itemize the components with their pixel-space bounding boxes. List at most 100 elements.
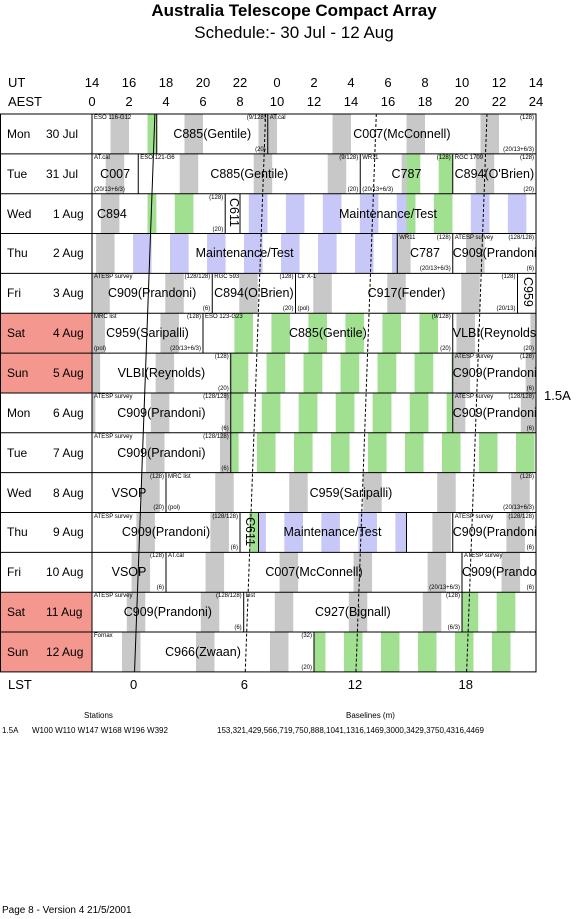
schedule-block[interactable]: C885(Gentile) (9/128) (20): [157, 114, 268, 154]
day-date: 31 Jul: [46, 166, 79, 181]
ut-tick: 10: [454, 75, 470, 90]
lst-tick: 18: [458, 677, 473, 692]
band-stripe: [479, 432, 498, 473]
block-sub-right: (20): [440, 346, 451, 353]
block-sub-right: (20/13+6/3): [419, 266, 451, 273]
block-config-tag: (128): [519, 154, 534, 161]
block-sub-right: (6): [526, 385, 534, 392]
band-stripe: [433, 193, 453, 234]
schedule-block[interactable]: Maintenance/Test: [240, 194, 536, 234]
shade-stripe: [150, 392, 170, 433]
band-stripe: [303, 353, 323, 393]
page-footer: Page 8 - Version 4 21/5/2001: [2, 905, 132, 916]
schedule-block[interactable]: C917(Fender) Cir X-1 (128) (pol) (20/13): [296, 273, 518, 313]
schedule-block[interactable]: C927(Bignall) List (128) (6/3): [244, 592, 462, 632]
shade-stripe: [348, 592, 368, 633]
schedule-block[interactable]: C885(Gentile) ESO 123-G23 (9/128) (20): [203, 313, 453, 353]
band-stripe: [284, 512, 303, 553]
day-name: Sat: [7, 605, 26, 620]
schedule-block[interactable]: C909(Prandoni) ATESP survey (128/128) (6): [92, 273, 212, 313]
schedule-block[interactable]: Maintenance/Test: [259, 513, 407, 553]
block-code: VLBI(Reynolds): [117, 366, 206, 381]
schedule-block[interactable]: VLBI(Reynolds) (20): [453, 313, 536, 353]
schedule-block[interactable]: C909(Prandoni) ATESP survey (128/128) (6): [92, 433, 231, 473]
schedule-block[interactable]: VSOP (128) (20): [92, 473, 166, 513]
schedule-block[interactable]: C909(Prandoni) ATESP survey (128/128) (6): [453, 393, 536, 433]
schedule-block[interactable]: C909(Prandoni) ATESP survey (128/128) (6): [92, 592, 244, 632]
schedule-block[interactable]: C885(Gentile) ESO 121-G6 (9/128) (20): [138, 154, 360, 194]
block-sub-right: (20): [347, 186, 359, 193]
stations-config: 1.5A: [2, 726, 19, 735]
block-config-tag: (128/128): [203, 433, 229, 440]
block-sub-right: (20/13+6/3): [503, 505, 534, 512]
block-source: WR11: [362, 154, 379, 161]
block-sub-right: (20/13): [496, 306, 516, 313]
schedule-block[interactable]: C909(Prandoni) ATESP survey (6): [462, 552, 536, 592]
day-name: Fri: [7, 565, 21, 580]
block-source: ATESP survey: [94, 513, 133, 520]
day-date: 2 Aug: [53, 246, 84, 261]
schedule-block[interactable]: C894 (128) (20): [92, 194, 225, 234]
schedule-block[interactable]: [231, 393, 453, 433]
schedule-block[interactable]: C007 AT.cal (20/13+6/3): [92, 154, 138, 194]
block-source: ATESP survey: [454, 393, 494, 400]
block-config-tag: (9/128): [246, 115, 266, 121]
schedule-block[interactable]: C909(Prandoni) ATESP survey (128) (6): [453, 353, 536, 393]
schedule-block[interactable]: C966(Zwaan) Fornax (32) (20): [92, 632, 314, 672]
schedule-block[interactable]: C959: [518, 273, 537, 313]
schedule-block[interactable]: [231, 353, 453, 393]
schedule-block[interactable]: [314, 632, 536, 672]
schedule-block[interactable]: Maintenance/Test: [92, 234, 397, 274]
shade-stripe: [332, 114, 351, 154]
schedule-block[interactable]: C909(Prandoni) ATESP survey (128/128) (6): [92, 393, 231, 433]
shade-stripe: [269, 632, 289, 672]
schedule-block[interactable]: ESO 116-G12: [92, 114, 157, 154]
schedule-block[interactable]: C007(McConnell) AT.cal (128) (20/13+6/3): [268, 114, 536, 154]
schedule-block[interactable]: C909(Prandoni) ATESP survey (128/128) (6): [453, 513, 536, 553]
block-code: C909(Prandoni): [108, 286, 197, 301]
ut-tick: 22: [232, 75, 248, 90]
day-date: 6 Aug: [53, 405, 84, 420]
band-stripe: [244, 233, 263, 274]
block-source: Fornax: [94, 633, 113, 640]
schedule-block[interactable]: C894(O'Brien) RGC 593 (128) (20): [212, 273, 295, 313]
band-stripe: [405, 432, 424, 473]
block-source: WR11: [399, 234, 416, 241]
ut-tick: 2: [310, 75, 318, 90]
schedule-block[interactable]: VSOP (128) (6): [92, 552, 166, 592]
schedule-block[interactable]: [462, 592, 536, 632]
schedule-block[interactable]: C959(Saripalli) MRC list (128) (pol) (20/13+…: [166, 473, 536, 513]
block-code: C966(Zwaan): [165, 644, 241, 659]
aest-tick: 18: [417, 94, 433, 109]
block-code: C885(Gentile): [288, 326, 367, 341]
schedule-block[interactable]: VLBI(Reynolds) (128) (20): [92, 353, 231, 393]
shade-stripe: [475, 153, 495, 194]
schedule-block[interactable]: C611: [225, 194, 240, 234]
day-name: Tue: [7, 445, 28, 460]
schedule-block[interactable]: C959(Saripalli) MRC list (128) (pol) (20/13+…: [92, 313, 203, 353]
shade-stripe: [92, 392, 96, 433]
block-code: C894(O'Brien): [214, 286, 294, 301]
day-name: Wed: [7, 485, 32, 500]
day-name: Mon: [7, 405, 31, 420]
block-sub-right: (6): [156, 585, 164, 592]
shade-stripe: [511, 472, 530, 513]
day-date: 8 Aug: [53, 485, 84, 500]
schedule-block[interactable]: C611: [240, 513, 259, 553]
schedule-block[interactable]: C909(Prandoni) ATESP survey (128/128) (6): [92, 513, 240, 553]
block-sub-right: (20/13+6/3): [429, 585, 460, 592]
schedule-block[interactable]: C787 WR11 (128) (20/13+6/3): [397, 234, 453, 274]
schedule-block[interactable]: C007(McConnell) AT.cal (20/13+6/3): [166, 552, 462, 592]
stations-list: W100 W110 W147 W168 W196 W392: [32, 726, 168, 735]
block-source: ATESP survey: [94, 274, 133, 281]
band-stripe: [322, 193, 342, 234]
lst-label: LST: [8, 677, 32, 692]
schedule-block[interactable]: C787 WR11 (128) (20/13+6/3): [360, 154, 453, 194]
band-stripe: [271, 313, 290, 354]
schedule-block[interactable]: C894(O'Brien) RGC 1709 (128) (20): [453, 154, 536, 194]
schedule-block[interactable]: C909(Prandoni) ATESP survey (128/128) (6): [453, 234, 536, 274]
schedule-block[interactable]: [231, 433, 536, 473]
lst-line: [355, 113, 377, 672]
schedule-block[interactable]: [407, 513, 453, 553]
band-stripe: [318, 233, 337, 274]
